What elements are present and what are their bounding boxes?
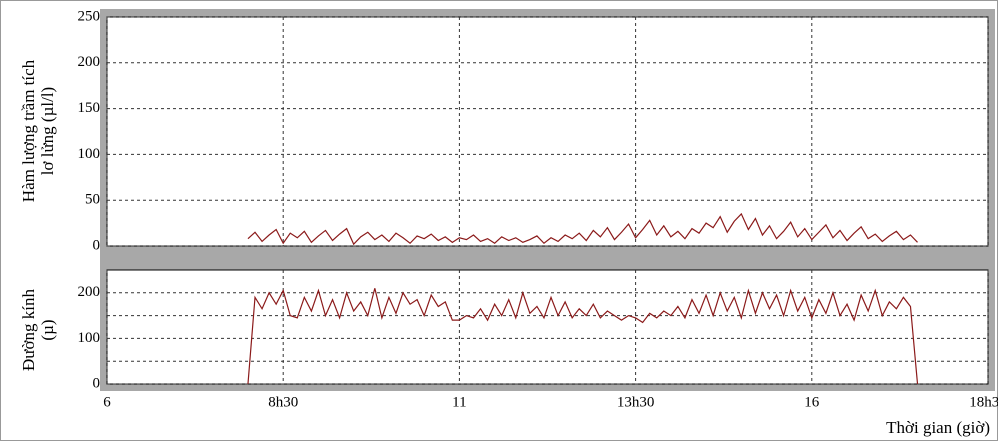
y-axis-label: (µ)	[38, 319, 57, 340]
x-axis-label: Thời gian (giờ)	[886, 418, 990, 437]
y-tick-label: 100	[78, 330, 101, 346]
y-tick-label: 150	[78, 100, 101, 116]
plot-area	[106, 16, 989, 247]
y-tick-label: 50	[85, 192, 100, 208]
x-tick-label: 11	[452, 394, 466, 410]
y-tick-label: 0	[93, 375, 101, 391]
plot-area	[106, 269, 989, 385]
y-tick-label: 200	[78, 284, 101, 300]
data-line	[247, 288, 919, 385]
y-tick-label: 250	[78, 8, 101, 24]
y-tick-label: 100	[78, 146, 101, 162]
y-tick-label: 0	[93, 237, 101, 253]
y-tick-label: 200	[78, 54, 101, 70]
x-tick-label: 16	[804, 394, 820, 410]
y-axis-label: Hàm lượng trầm tích	[19, 59, 38, 202]
y-axis-label: lơ lửng (µl/l)	[38, 87, 57, 175]
x-tick-label: 8h30	[268, 394, 298, 410]
y-axis-label: Đường kính	[19, 289, 38, 371]
x-tick-label: 13h30	[617, 394, 655, 410]
data-line	[247, 212, 918, 246]
x-tick-label: 6	[103, 394, 111, 410]
